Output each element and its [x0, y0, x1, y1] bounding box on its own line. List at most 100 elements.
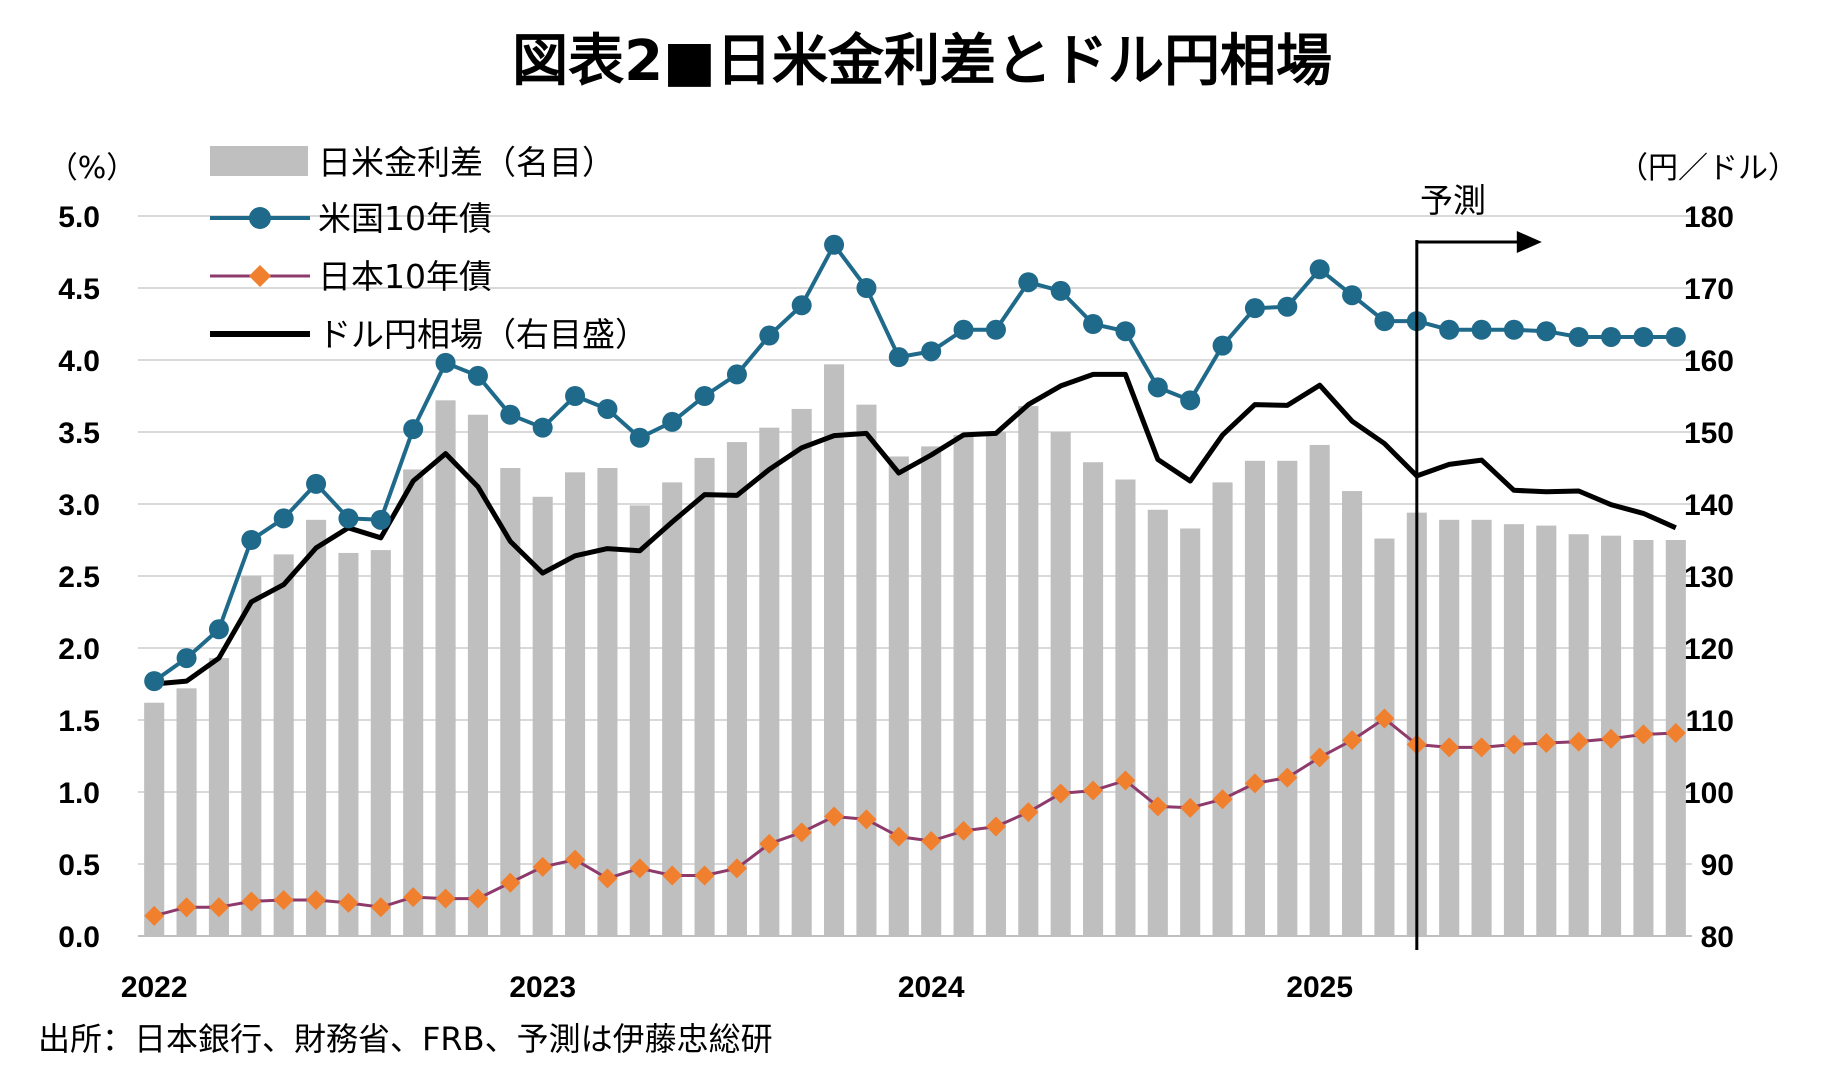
legend-swatch-spread: [210, 146, 308, 176]
jp10y-point: [500, 872, 521, 893]
jp10y-point: [1147, 796, 1168, 817]
us10y-point: [1633, 326, 1654, 347]
spread-bar: [1147, 509, 1168, 936]
spread-bar: [1050, 432, 1071, 936]
spread-bar: [726, 442, 747, 936]
gridlines: [138, 215, 1692, 865]
x-year-label: 2025: [1286, 971, 1353, 1004]
legend-swatch-us10y-marker: [249, 207, 271, 229]
jp10y-point: [467, 888, 488, 909]
us10y-point: [1180, 390, 1201, 411]
left-tick-label: 3.0: [58, 489, 100, 522]
jp10y-point: [1601, 728, 1622, 749]
us10y-point: [435, 352, 456, 373]
us10y-point: [1018, 272, 1039, 293]
us10y-point: [888, 347, 909, 368]
spread-bar: [597, 468, 618, 936]
usdjpy-line: [153, 371, 1677, 687]
left-axis-unit: （%）: [48, 151, 137, 186]
us10y-point: [824, 234, 845, 255]
jp10y-point: [208, 897, 229, 918]
us10y-point: [597, 398, 618, 419]
jp10y-point: [1244, 773, 1265, 794]
left-tick-label: 4.5: [58, 273, 100, 306]
jp10y-point: [435, 888, 456, 909]
us10y-point: [1601, 326, 1622, 347]
right-tick-label: 160: [1684, 345, 1734, 378]
us10y-point: [1147, 377, 1168, 398]
jp10y-point: [1342, 730, 1363, 751]
right-tick-label: 150: [1684, 417, 1734, 450]
jp10y-point: [176, 897, 197, 918]
spread-bar: [370, 550, 391, 936]
right-tick-label: 130: [1684, 561, 1734, 594]
right-tick-label: 120: [1684, 633, 1734, 666]
spread-bar: [1180, 528, 1201, 936]
spread-bar: [208, 658, 229, 936]
us10y-point: [1536, 321, 1557, 342]
jp10y-point: [791, 822, 812, 843]
us10y-point: [144, 671, 165, 692]
spread-bar: [1536, 525, 1557, 936]
us10y-point: [1568, 326, 1589, 347]
us10y-point: [241, 530, 262, 550]
us10y-point: [1115, 321, 1136, 342]
spread-bar: [273, 554, 294, 936]
spread-bar: [1309, 444, 1330, 936]
right-tick-label: 90: [1701, 849, 1734, 882]
us10y-point: [176, 648, 197, 669]
left-tick-label: 5.0: [58, 201, 100, 234]
us10y-point: [1342, 285, 1363, 306]
us10y-point: [985, 319, 1006, 340]
us10y-point: [953, 319, 974, 340]
us10y-point: [273, 508, 294, 529]
spread-bar: [1018, 406, 1039, 937]
us10y-point: [338, 508, 359, 529]
us10y-point: [726, 364, 747, 385]
axes: 0.0 0.5 1.0 1.5 2.0 2.5 3.0 3.5 4.0 4.5 5.0 80 90 100…: [58, 201, 1734, 1004]
x-year-label: 2024: [898, 971, 965, 1004]
jp10y-point: [662, 865, 683, 886]
spread-bar: [176, 688, 197, 936]
spread-bar: [953, 434, 974, 936]
us10y-point: [403, 419, 424, 440]
jp10y-point: [888, 826, 909, 847]
jp10y-point: [1115, 770, 1136, 791]
spread-bar: [1244, 460, 1265, 936]
us10y-point: [1374, 311, 1395, 332]
forecast-marker: 予測: [1415, 181, 1542, 950]
jp10y-point: [532, 856, 553, 877]
right-tick-label: 100: [1684, 777, 1734, 810]
spread-bar: [1503, 524, 1524, 936]
right-tick-label: 140: [1684, 489, 1734, 522]
us10y-point: [629, 427, 650, 448]
us10y-point: [759, 325, 780, 346]
jp10y-point: [241, 891, 262, 912]
jp10y-point: [1374, 708, 1395, 729]
spread-bar: [824, 364, 845, 936]
legend-label: 米国10年債: [318, 199, 492, 238]
us10y-point: [467, 365, 488, 386]
jp10y-point: [824, 806, 845, 827]
jp10y-point: [856, 809, 877, 830]
spread-bar: [791, 408, 812, 937]
spread-bar: [694, 457, 715, 936]
left-tick-label: 0.5: [58, 849, 100, 882]
spread-bar: [1342, 491, 1363, 936]
forecast-label: 予測: [1420, 181, 1486, 220]
spread-bar: [1115, 479, 1136, 936]
us10y-point: [565, 386, 586, 406]
jp10y-point: [1083, 780, 1104, 801]
spread-bar: [921, 446, 942, 936]
spread-bar: [306, 519, 327, 936]
left-tick-label: 2.0: [58, 633, 100, 666]
spread-bars: [144, 364, 1686, 937]
left-tick-label: 1.0: [58, 777, 100, 810]
jp10y-point: [1180, 797, 1201, 818]
spread-bar: [1083, 462, 1104, 936]
jp10y-point: [338, 892, 359, 913]
us10y-point: [500, 404, 521, 425]
